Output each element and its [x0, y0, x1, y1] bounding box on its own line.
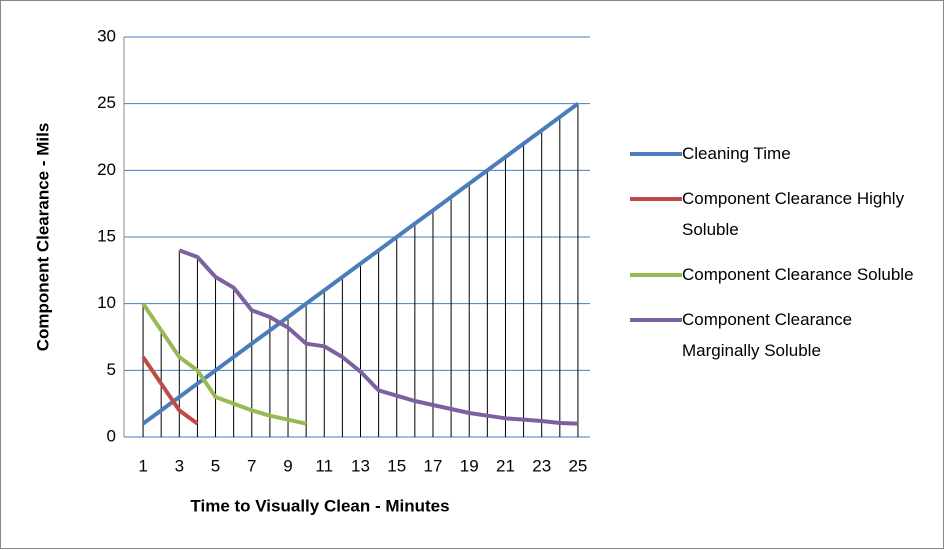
x-tick-label: 7 — [247, 456, 256, 475]
series-line — [178, 248, 579, 426]
y-tick-label: 5 — [107, 360, 116, 379]
x-tick-label: 25 — [568, 456, 587, 475]
legend-item: Component Clearance Marginally Soluble — [630, 304, 930, 366]
x-tick-label: 21 — [496, 456, 515, 475]
legend-swatch — [630, 197, 682, 201]
legend-swatch — [630, 318, 682, 322]
x-tick-label: 9 — [283, 456, 292, 475]
x-tick-label: 1 — [138, 456, 147, 475]
x-tick-label: 23 — [532, 456, 551, 475]
y-tick-label: 20 — [97, 160, 116, 179]
legend-item: Component Clearance Soluble — [630, 259, 930, 290]
legend-item: Component Clearance Highly Soluble — [630, 183, 930, 245]
y-tick-label: 0 — [107, 426, 116, 445]
x-tick-label: 3 — [175, 456, 184, 475]
series-line — [141, 355, 199, 426]
legend-item: Cleaning Time — [630, 138, 930, 169]
y-tick-label: 15 — [97, 226, 116, 245]
y-tick-label: 25 — [97, 93, 116, 112]
legend-label: Cleaning Time — [682, 144, 791, 163]
legend-label: Component Clearance Marginally Soluble — [682, 310, 853, 360]
y-axis-title: Component Clearance - Mils — [33, 123, 52, 352]
x-tick-label: 15 — [387, 456, 406, 475]
y-tick-label: 10 — [97, 293, 116, 312]
legend-swatch — [630, 273, 682, 277]
x-tick-label: 13 — [351, 456, 370, 475]
legend: Cleaning Time Component Clearance Highly … — [630, 138, 930, 380]
x-tick-label: 17 — [424, 456, 443, 475]
series-line — [141, 102, 580, 426]
x-tick-label: 19 — [460, 456, 479, 475]
x-tick-label: 5 — [211, 456, 220, 475]
legend-swatch — [630, 152, 682, 156]
x-axis-title: Time to Visually Clean - Minutes — [190, 496, 449, 515]
x-tick-label: 11 — [315, 456, 333, 475]
y-tick-label: 30 — [97, 26, 116, 45]
series-line — [141, 302, 307, 426]
legend-label: Component Clearance Soluble — [682, 265, 914, 284]
legend-label: Component Clearance Highly Soluble — [682, 189, 905, 239]
